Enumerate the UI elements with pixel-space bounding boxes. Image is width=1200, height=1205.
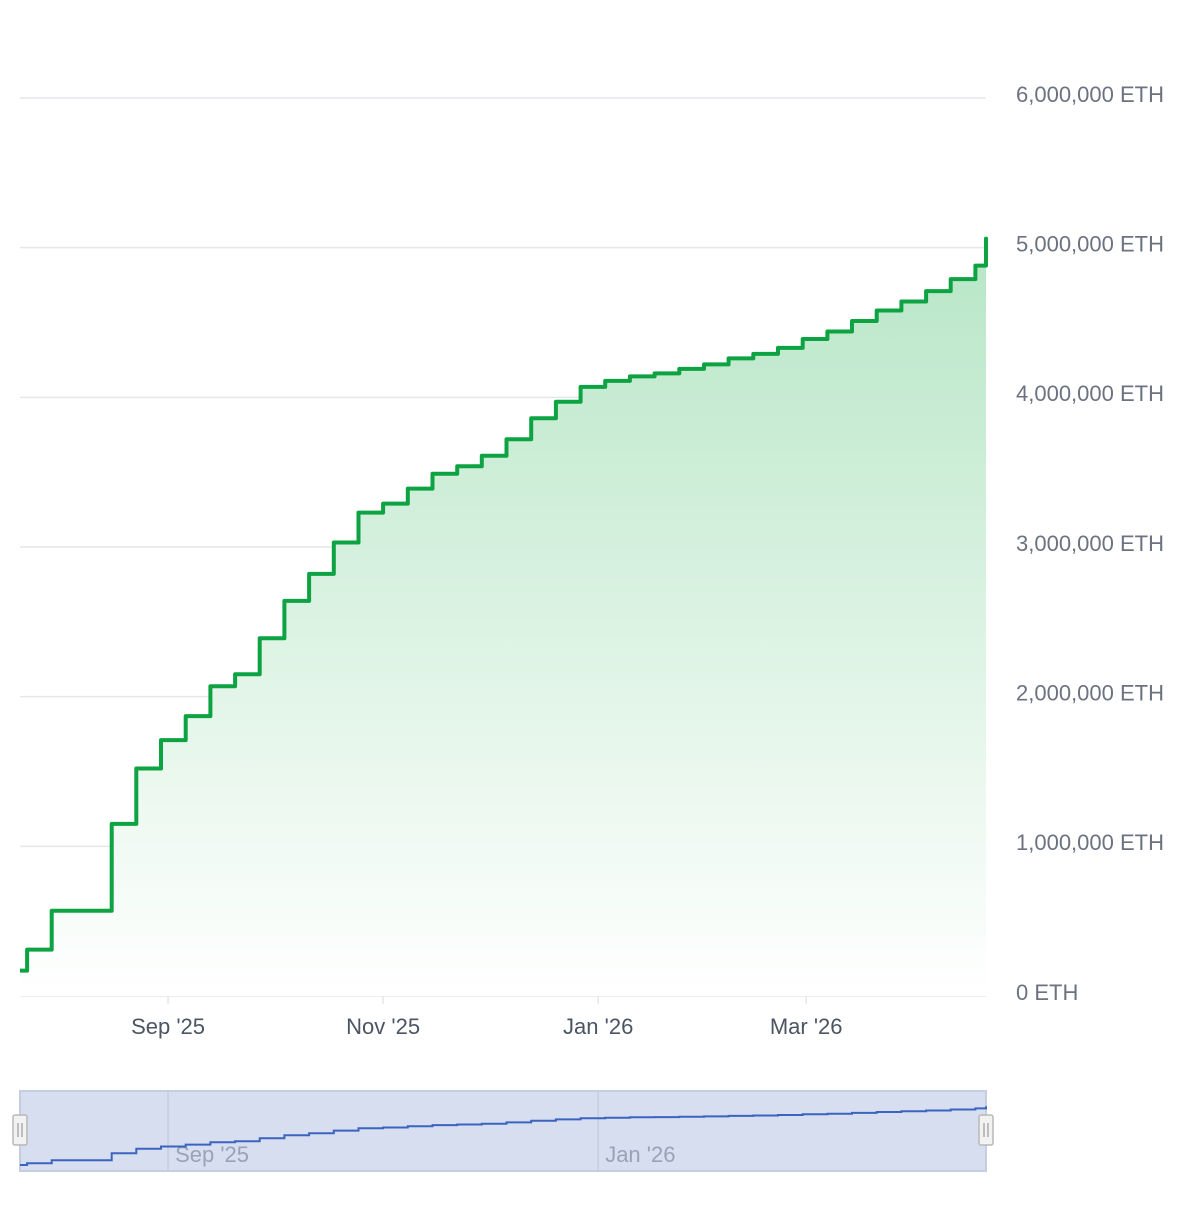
y-tick-label: 3,000,000 ETH xyxy=(1016,531,1164,556)
y-tick-label: 6,000,000 ETH xyxy=(1016,82,1164,107)
series-line xyxy=(20,238,988,973)
navigator-selection[interactable] xyxy=(19,1090,987,1172)
x-axis: Sep '25 Nov '25 Jan '26 Mar '26 xyxy=(131,996,843,1039)
x-tick-label: Sep '25 xyxy=(131,1014,205,1039)
y-axis: 0 ETH 1,000,000 ETH 2,000,000 ETH 3,000,000… xyxy=(1016,82,1164,1005)
range-navigator[interactable]: Sep '25 Jan '26 xyxy=(12,1090,994,1172)
navigator-label: Sep '25 xyxy=(175,1142,249,1167)
y-tick-label: 2,000,000 ETH xyxy=(1016,680,1164,705)
series-area-fill xyxy=(20,238,986,996)
y-tick-label: 5,000,000 ETH xyxy=(1016,231,1164,256)
series-end-point xyxy=(984,236,988,241)
y-tick-label: 0 ETH xyxy=(1016,980,1078,1005)
navigator-label: Jan '26 xyxy=(605,1142,675,1167)
navigator-right-handle[interactable] xyxy=(978,1114,994,1146)
series-area xyxy=(20,236,988,996)
navigator-left-handle[interactable] xyxy=(12,1114,28,1146)
x-tick-label: Mar '26 xyxy=(770,1014,843,1039)
x-tick-label: Jan '26 xyxy=(563,1014,633,1039)
y-tick-label: 4,000,000 ETH xyxy=(1016,381,1164,406)
x-tick-label: Nov '25 xyxy=(346,1014,420,1039)
y-tick-label: 1,000,000 ETH xyxy=(1016,830,1164,855)
navigator-series-line xyxy=(20,1106,987,1166)
